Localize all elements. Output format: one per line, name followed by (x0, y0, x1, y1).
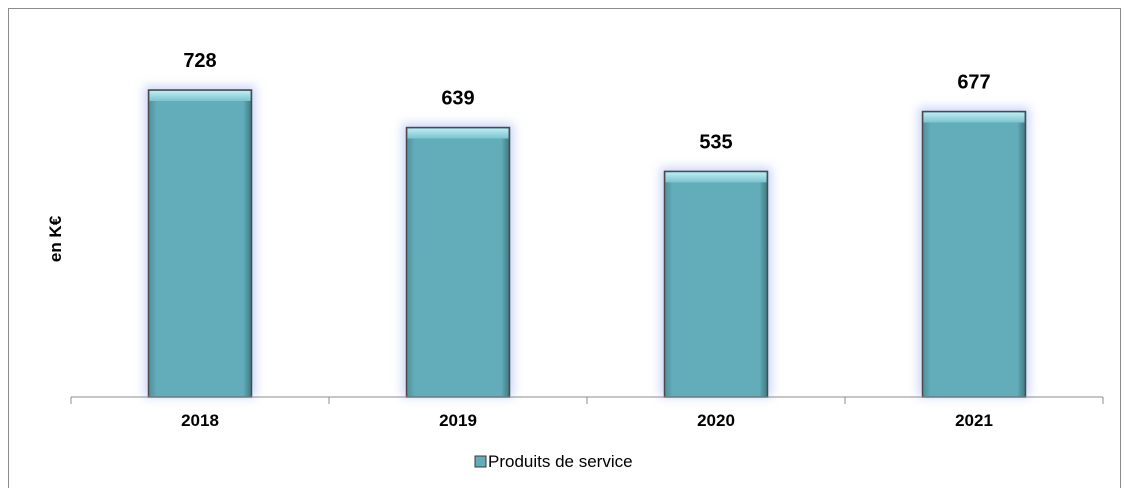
legend: Produits de service (475, 452, 633, 471)
bar-bevel-2020 (666, 172, 767, 182)
bar-bevel-2018 (150, 91, 251, 101)
bar-bevel-2021 (924, 113, 1025, 123)
x-tick-label-2019: 2019 (439, 411, 477, 430)
y-axis-label: en K€ (46, 215, 65, 262)
bar-2021 (923, 112, 1026, 397)
x-tick-label-2020: 2020 (697, 411, 735, 430)
legend-swatch (475, 456, 486, 467)
bar-2019 (407, 128, 510, 397)
legend-label: Produits de service (488, 452, 633, 471)
bar-2018 (149, 90, 252, 397)
data-label-2020: 535 (699, 131, 732, 153)
bar-chart: 728 639 535 677 2018 2019 2020 2021 en K€ Prod… (9, 9, 1124, 498)
data-label-2018: 728 (183, 50, 216, 72)
bar-2020 (665, 171, 768, 397)
x-tick-label-2018: 2018 (181, 411, 219, 430)
data-label-2019: 639 (441, 88, 474, 110)
data-label-2021: 677 (957, 72, 990, 94)
chart-frame: 728 639 535 677 2018 2019 2020 2021 en K€ Prod… (8, 8, 1121, 488)
x-tick-label-2021: 2021 (955, 411, 993, 430)
bar-bevel-2019 (408, 129, 509, 139)
